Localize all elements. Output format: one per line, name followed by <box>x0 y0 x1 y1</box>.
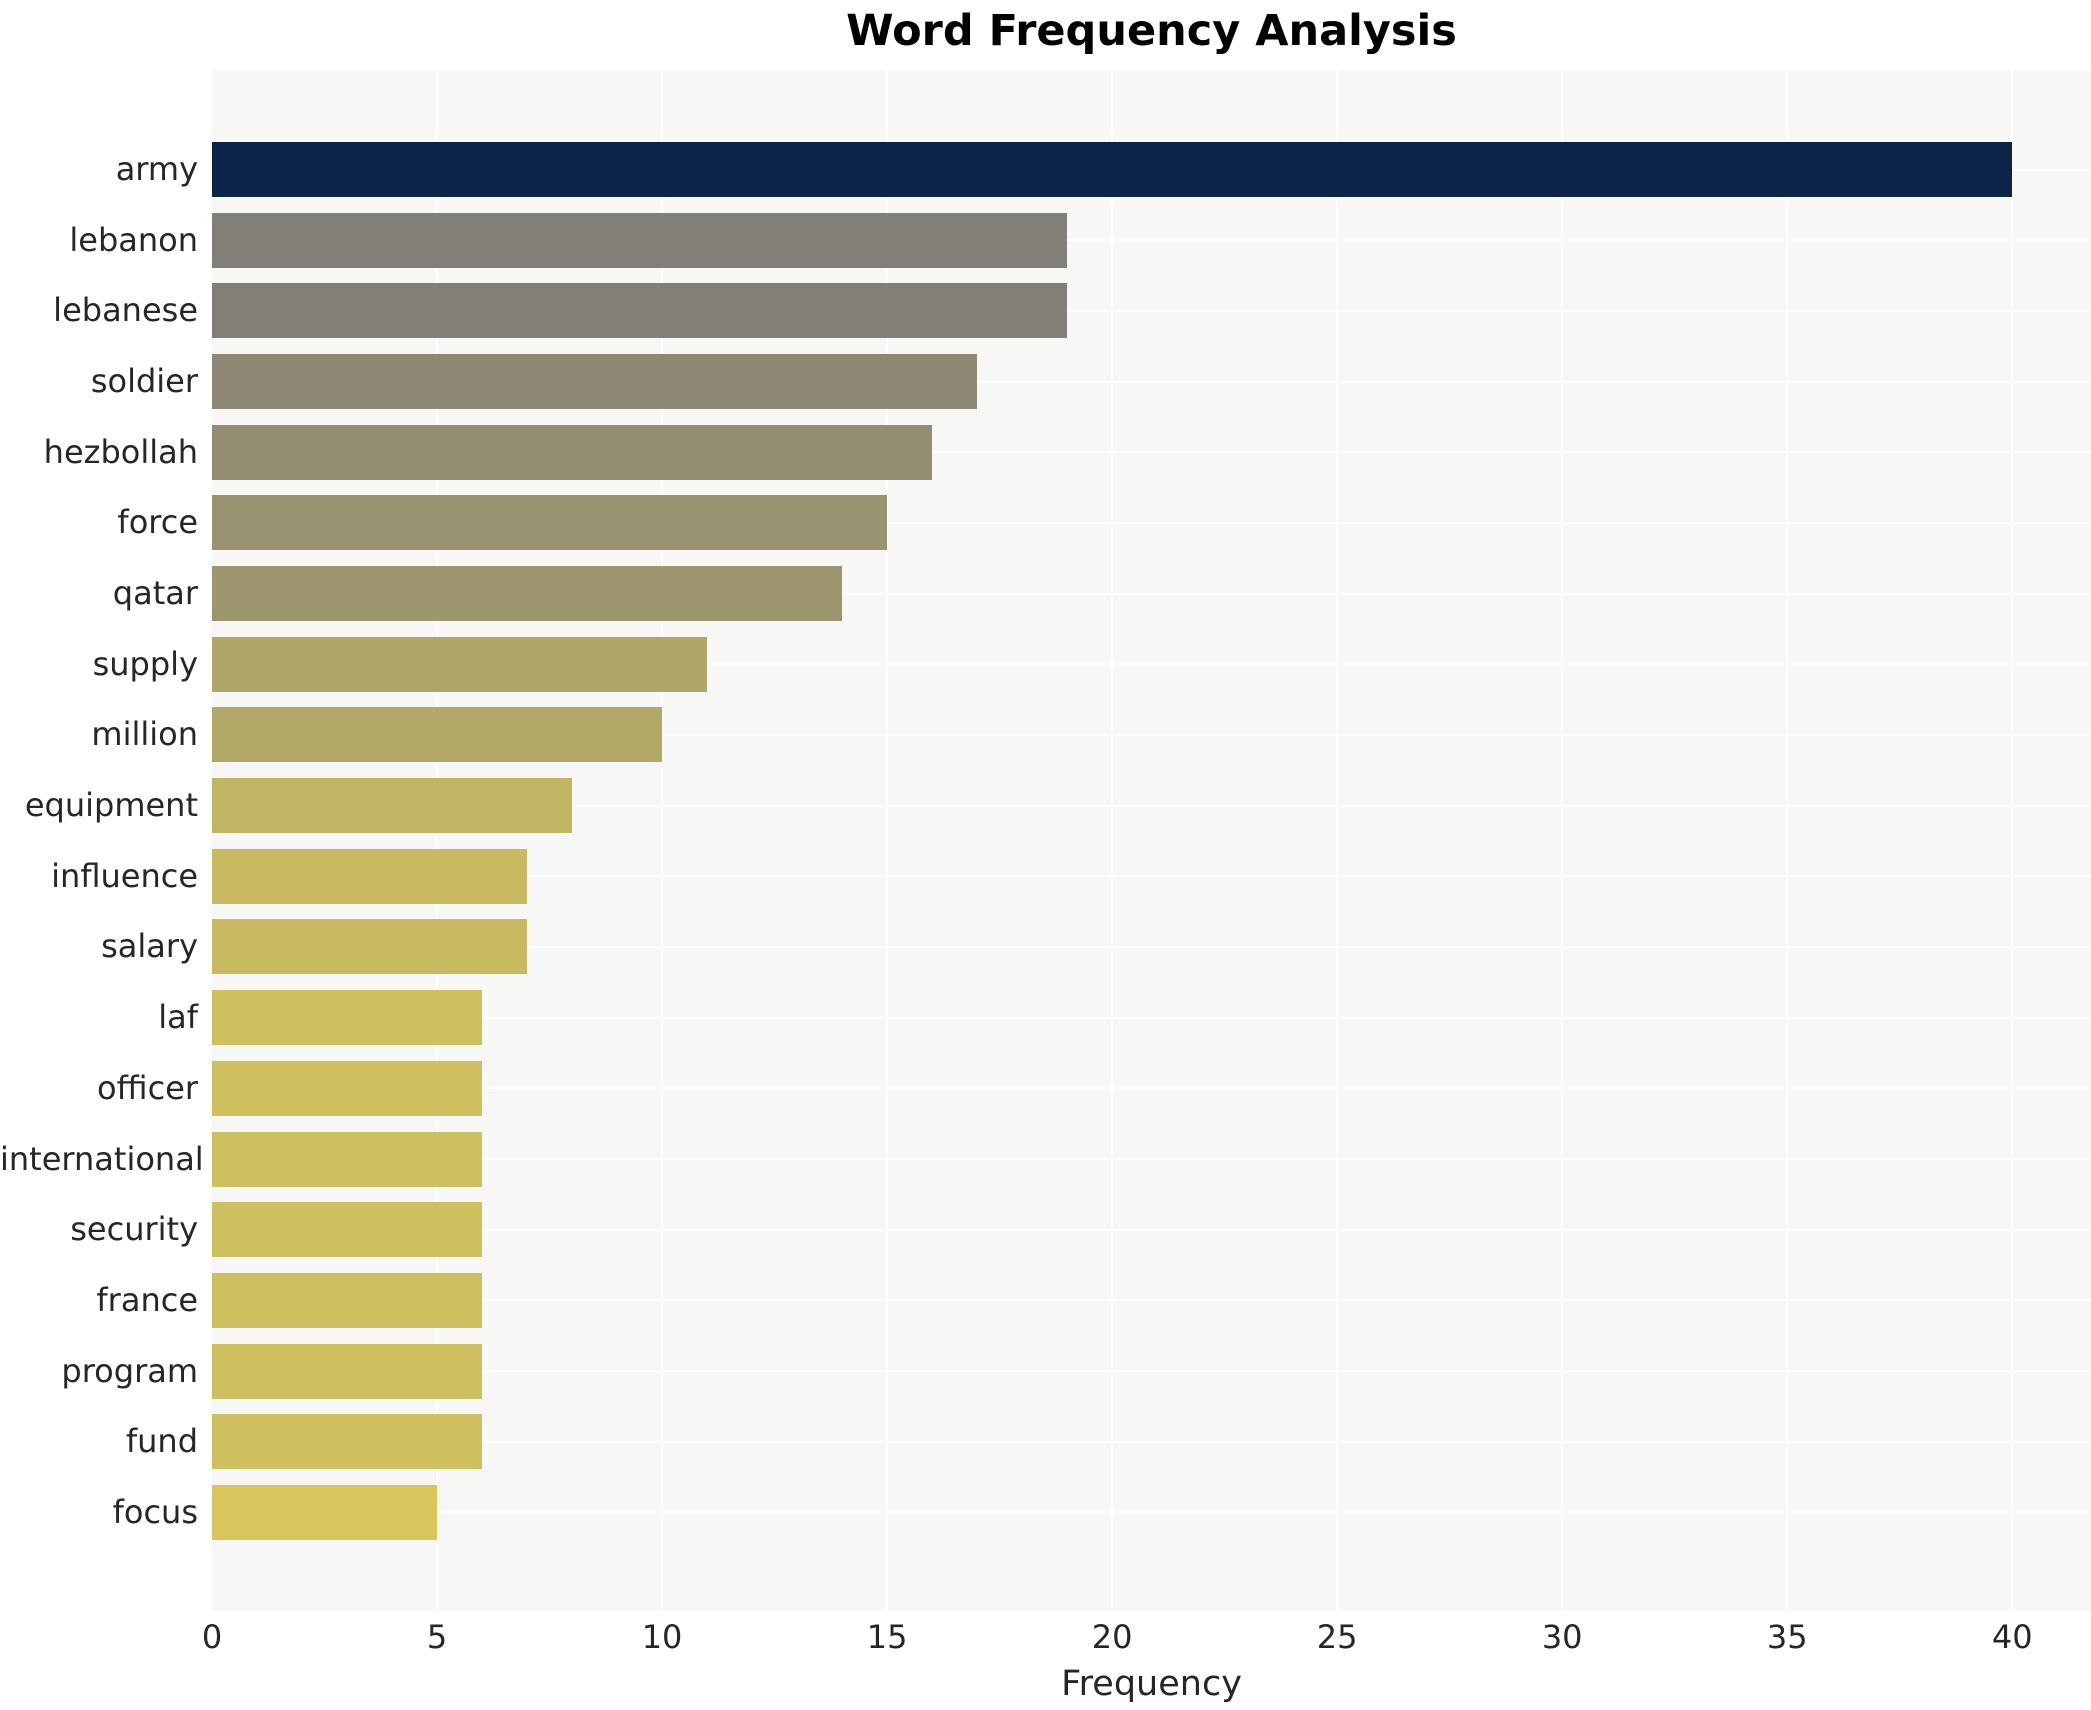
x-tick-40: 40 <box>1991 1618 2033 1656</box>
y-gridline <box>212 1511 2091 1514</box>
x-tick-25: 25 <box>1316 1618 1358 1656</box>
bar-equipment <box>212 778 573 834</box>
y-label-equipment: equipment <box>24 786 198 825</box>
y-label-international: international <box>0 1139 204 1178</box>
bar-salary <box>212 919 528 975</box>
bar-qatar <box>212 566 843 622</box>
x-tick-10: 10 <box>641 1618 683 1656</box>
x-gridline <box>436 70 439 1611</box>
y-gridline <box>212 1158 2091 1161</box>
y-label-salary: salary <box>101 927 198 966</box>
y-label-fund: fund <box>125 1422 198 1461</box>
bar-officer <box>212 1060 483 1116</box>
y-label-million: million <box>91 715 198 754</box>
y-label-influence: influence <box>51 856 198 895</box>
bar-force <box>212 495 888 551</box>
chart-title: Word Frequency Analysis <box>846 6 1457 56</box>
y-gridline <box>212 945 2091 948</box>
y-gridline <box>212 309 2091 312</box>
y-gridline <box>212 380 2091 383</box>
bar-fund <box>212 1414 483 1470</box>
bar-laf <box>212 990 483 1046</box>
y-gridline <box>212 451 2091 454</box>
y-label-france: france <box>96 1280 198 1319</box>
y-label-force: force <box>117 503 198 542</box>
x-tick-20: 20 <box>1091 1618 1133 1656</box>
y-axis-labels: army lebanon lebanese soldier hezbollah force… <box>0 70 204 1611</box>
bar-army <box>212 142 2013 197</box>
y-gridline <box>212 1228 2091 1231</box>
y-gridline <box>212 1087 2091 1090</box>
y-label-hezbollah: hezbollah <box>43 432 198 471</box>
x-axis-ticks: 0 5 10 15 20 25 30 35 40 <box>202 1618 2091 1662</box>
x-tick-35: 35 <box>1766 1618 1808 1656</box>
y-label-lebanese: lebanese <box>53 291 198 330</box>
x-tick-30: 30 <box>1541 1618 1583 1656</box>
y-gridline <box>212 875 2091 878</box>
bar-program <box>212 1343 483 1399</box>
y-label-lebanon: lebanon <box>69 220 198 259</box>
y-label-focus: focus <box>112 1492 198 1531</box>
x-gridline <box>1111 70 1114 1611</box>
bar-france <box>212 1272 483 1328</box>
y-gridline <box>212 663 2091 666</box>
y-label-laf: laf <box>158 998 198 1037</box>
bar-hezbollah <box>212 424 933 480</box>
x-gridline <box>2011 70 2014 1611</box>
y-gridline <box>212 733 2091 736</box>
bar-supply <box>212 636 708 692</box>
y-gridline <box>212 592 2091 595</box>
x-gridline <box>886 70 889 1611</box>
plot-area <box>212 70 2091 1611</box>
y-gridline <box>212 1440 2091 1443</box>
bar-focus <box>212 1484 438 1540</box>
y-gridline <box>212 1016 2091 1019</box>
x-axis-title: Frequency <box>1061 1664 1242 1704</box>
y-label-army: army <box>115 150 198 188</box>
x-gridline <box>661 70 664 1611</box>
y-gridline <box>212 804 2091 807</box>
bar-soldier <box>212 354 978 410</box>
x-gridline <box>1561 70 1564 1611</box>
x-gridline <box>1336 70 1339 1611</box>
bar-lebanon <box>212 212 1068 268</box>
x-tick-15: 15 <box>866 1618 908 1656</box>
y-label-security: security <box>70 1210 198 1249</box>
y-label-soldier: soldier <box>90 362 198 401</box>
y-gridline <box>212 521 2091 524</box>
x-tick-5: 5 <box>426 1618 448 1656</box>
y-label-officer: officer <box>97 1068 198 1107</box>
y-gridline <box>212 1370 2091 1373</box>
bar-security <box>212 1202 483 1258</box>
y-label-qatar: qatar <box>112 574 198 613</box>
x-gridline <box>1786 70 1789 1611</box>
bar-million <box>212 707 663 763</box>
bar-lebanese <box>212 283 1068 339</box>
bar-influence <box>212 848 528 904</box>
y-label-supply: supply <box>92 644 198 683</box>
y-gridline <box>212 239 2091 242</box>
x-tick-0: 0 <box>201 1618 223 1656</box>
y-gridline <box>212 1299 2091 1302</box>
bar-international <box>212 1131 483 1187</box>
y-label-program: program <box>61 1351 198 1390</box>
